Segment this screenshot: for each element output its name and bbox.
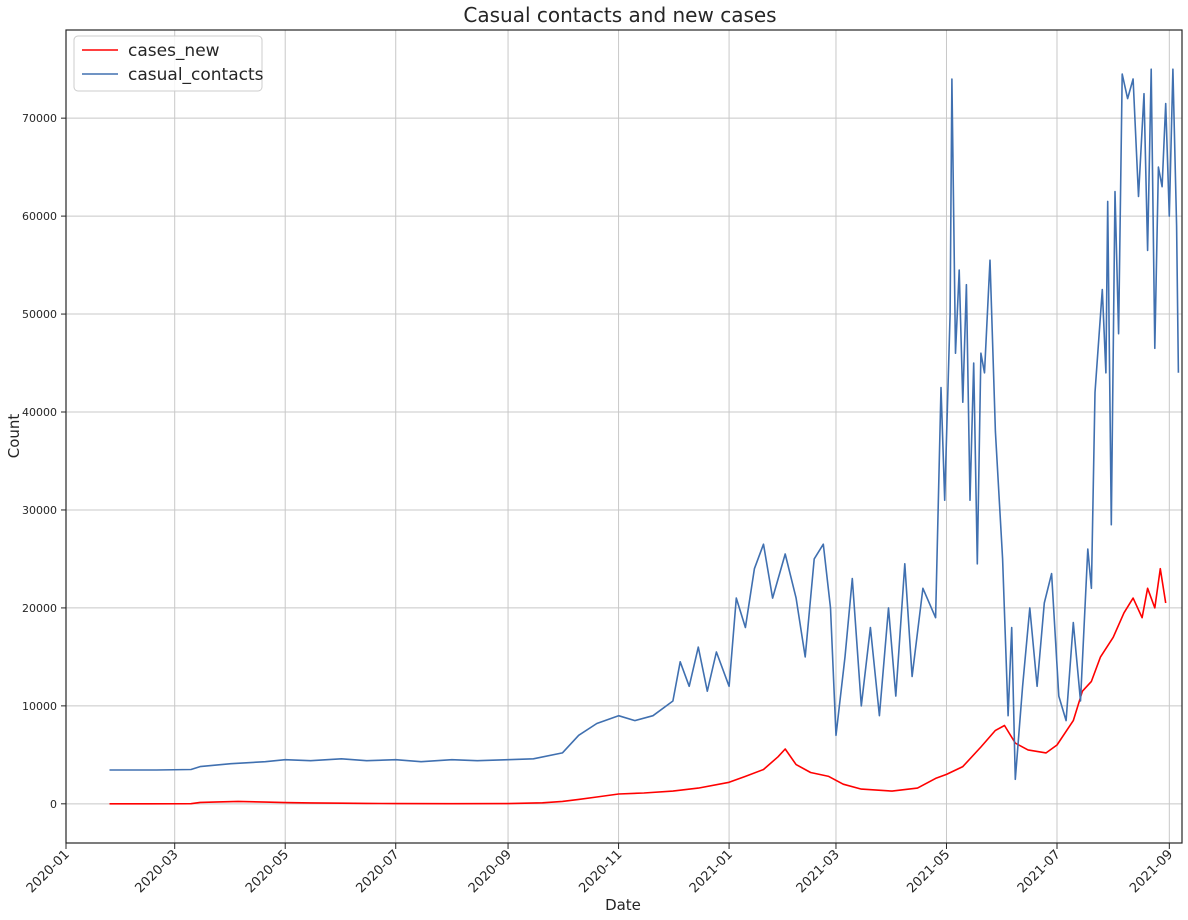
y-tick-label: 0	[50, 798, 57, 811]
x-tick-label: 2021-01	[687, 847, 736, 896]
x-tick-label: 2021-03	[794, 847, 843, 896]
legend-label-casual-contacts: casual_contacts	[128, 65, 264, 85]
legend: cases_new casual_contacts	[73, 35, 264, 92]
plot-frame	[65, 29, 1183, 844]
y-axis-label: Count	[5, 414, 23, 459]
x-tick-label: 2021-07	[1015, 847, 1064, 896]
x-tick-label: 2021-05	[904, 847, 953, 896]
x-tick-label: 2021-09	[1127, 847, 1176, 896]
y-tick-label: 60000	[22, 210, 57, 223]
y-tick-label: 40000	[22, 406, 57, 419]
y-tick-label: 10000	[22, 700, 57, 713]
series-layer	[109, 68, 1180, 805]
y-tick-label: 70000	[22, 112, 57, 125]
series-line-cases-new	[109, 567, 1167, 805]
y-axis: 0 10000 20000 30000 40000 50000 60000 70000	[22, 112, 66, 811]
y-tick-label: 20000	[22, 602, 57, 615]
legend-box	[73, 35, 263, 92]
chart-title: Casual contacts and new cases	[463, 3, 776, 27]
x-tick-label: 2020-01	[24, 847, 73, 896]
x-tick-label: 2020-11	[576, 847, 625, 896]
x-axis: 2020-01 2020-03 2020-05 2020-07 2020-09 2020-…	[24, 843, 1176, 896]
y-tick-label: 50000	[22, 308, 57, 321]
legend-label-cases-new: cases_new	[128, 41, 220, 61]
y-tick-label: 30000	[22, 504, 57, 517]
x-tick-label: 2020-03	[133, 847, 182, 896]
x-tick-label: 2020-07	[354, 847, 403, 896]
x-tick-label: 2020-09	[466, 847, 515, 896]
series-line-casual-contacts	[109, 68, 1180, 781]
x-tick-label: 2020-05	[243, 847, 292, 896]
x-axis-label: Date	[605, 896, 641, 914]
grid	[65, 30, 1182, 843]
